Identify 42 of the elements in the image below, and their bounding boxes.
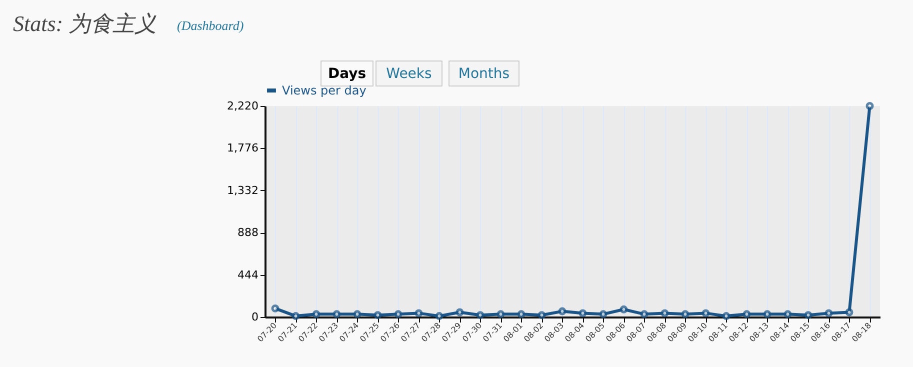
- point: [722, 312, 730, 320]
- point: [640, 310, 648, 318]
- y-tick-label: 1,332: [227, 184, 258, 197]
- point: [804, 311, 812, 320]
- chart-subtitle: (Dashboard): [177, 18, 244, 33]
- point: [496, 310, 505, 318]
- point: [681, 310, 690, 318]
- point: [660, 309, 669, 318]
- text: Days: [328, 66, 366, 82]
- y-tick-label: 1,776: [227, 142, 258, 155]
- point: [414, 309, 423, 318]
- point: [332, 310, 341, 318]
- point: [353, 310, 362, 318]
- point: [845, 308, 854, 316]
- point: [271, 304, 280, 312]
- text: Months: [458, 66, 510, 82]
- point: [620, 305, 628, 314]
- text: Weeks: [386, 66, 432, 82]
- point: [599, 310, 608, 318]
- point: [702, 309, 710, 318]
- y-tick-label: 888: [238, 226, 258, 240]
- legend-label: Views per day: [282, 84, 366, 98]
- point: [824, 309, 833, 318]
- point: [558, 307, 566, 316]
- point: [763, 310, 772, 318]
- y-tick-label: 444: [238, 268, 258, 282]
- point: [456, 308, 464, 316]
- text: Stats: 为食主义: [13, 11, 157, 36]
- point: [742, 310, 751, 318]
- point: [312, 310, 320, 318]
- point: [866, 102, 874, 110]
- point: [292, 312, 300, 320]
- point: [538, 311, 546, 320]
- point: [374, 311, 382, 320]
- point: [435, 312, 444, 320]
- y-tick-label: 0: [252, 310, 258, 324]
- point: [517, 310, 526, 318]
- point: [784, 310, 792, 318]
- point: [394, 310, 402, 318]
- point: [476, 311, 484, 320]
- point: [578, 309, 587, 318]
- y-tick-label: 2,220: [227, 100, 258, 112]
